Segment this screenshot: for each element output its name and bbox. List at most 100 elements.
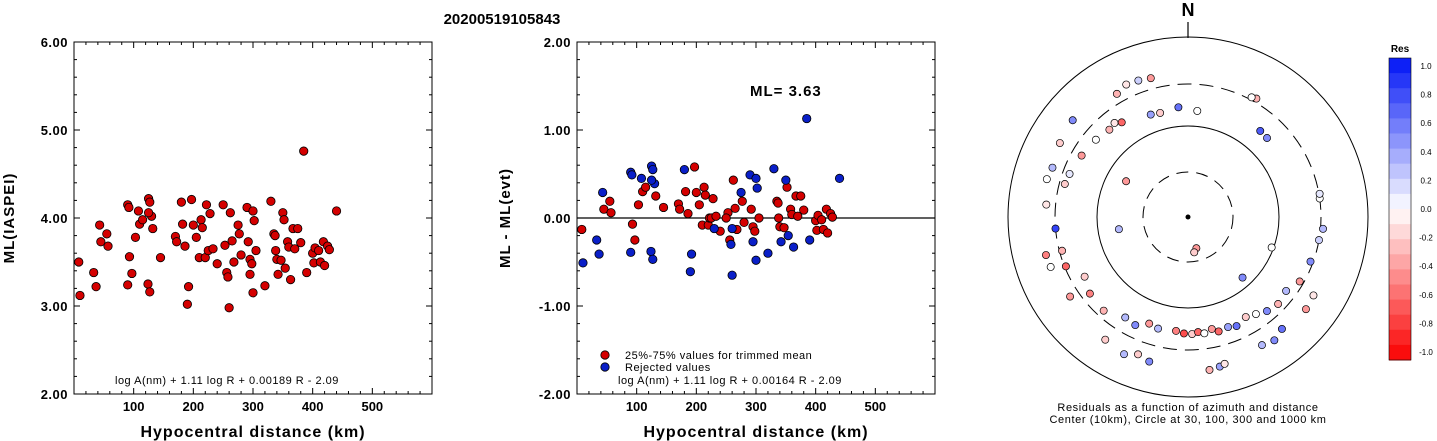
data-point: [148, 223, 158, 234]
station-residual-point: [1251, 310, 1260, 318]
data-point: [127, 268, 137, 279]
data-point: [143, 208, 154, 218]
data-point: [225, 208, 235, 218]
data-point: [212, 259, 222, 269]
data-point: [145, 197, 155, 207]
data-point: [627, 219, 638, 229]
data-point: [630, 235, 640, 245]
colorbar-cell: [1389, 163, 1411, 180]
data-point: [234, 229, 244, 239]
data-point: [138, 215, 148, 225]
data-point: [133, 206, 144, 216]
x-tick-label: 300: [745, 399, 767, 414]
colorbar-tick-label: 0.0: [1420, 205, 1432, 214]
x-tick-label: 300: [242, 399, 264, 414]
station-residual-point: [1105, 125, 1114, 134]
data-point: [802, 113, 812, 124]
station-residual-point: [1099, 306, 1108, 315]
data-point: [124, 252, 135, 262]
data-point: [776, 237, 786, 247]
station-residual-point: [1156, 108, 1165, 117]
data-point: [686, 249, 697, 259]
colorbar-tick-label: -0.4: [1419, 262, 1433, 271]
data-point: [248, 288, 258, 298]
station-residual-point: [1274, 300, 1283, 308]
station-residual-point: [1319, 224, 1327, 233]
data-point: [646, 246, 656, 257]
legend-rejected-marker: [600, 362, 610, 372]
data-point: [302, 267, 312, 278]
station-residual-point: [1110, 118, 1119, 127]
station-residual-point: [1121, 313, 1130, 322]
ring-30km: [1142, 171, 1234, 263]
station-residual-point: [1134, 350, 1142, 359]
station-residual-point: [1117, 118, 1126, 127]
station-residual-point: [1306, 257, 1315, 266]
data-point: [783, 231, 793, 241]
colorbar-tick-label: -0.6: [1419, 291, 1433, 300]
ring-1000km: [1007, 36, 1369, 398]
station-residual-point: [1146, 74, 1155, 83]
data-point: [124, 202, 134, 213]
data-point: [577, 224, 587, 235]
colorbar-tick-label: -0.2: [1419, 234, 1433, 243]
colorbar-cell: [1389, 284, 1411, 301]
data-point: [249, 216, 259, 226]
data-point: [172, 237, 182, 247]
station-residual-point: [1238, 273, 1247, 282]
data-point: [721, 213, 731, 223]
station-residual-point: [1277, 324, 1286, 333]
residual-colorbar: Res 1.0 0.8 0.6 0.4 0.2 0.0 -0.2 -0.4 -0.6 -0.8 -1…: [1388, 44, 1433, 361]
data-point: [155, 253, 166, 263]
left-x-ticks: 100 200 300 400 500: [85, 42, 421, 414]
data-point: [248, 206, 258, 216]
data-point: [123, 280, 133, 290]
data-point: [191, 232, 201, 242]
data-point: [689, 162, 700, 172]
left-y-ticks: 2.00 3.00 4.00 5.00 6.00: [41, 35, 432, 402]
y-tick-label: -1.00: [539, 299, 571, 314]
colorbar-cell: [1389, 58, 1411, 74]
middle-plot: -2.00 -1.00 0.00 1.00 2.00 100 200 300 400 500 M…: [497, 35, 936, 441]
polar-station-points: [1042, 74, 1327, 374]
data-point: [314, 245, 324, 256]
data-point: [186, 194, 197, 205]
data-point: [651, 191, 661, 201]
station-residual-point: [1134, 76, 1143, 85]
data-point: [578, 258, 588, 268]
data-point: [648, 254, 658, 264]
station-residual-point: [1042, 200, 1051, 209]
data-point: [727, 270, 737, 280]
data-point: [201, 200, 212, 210]
colorbar-cell: [1389, 254, 1411, 270]
station-residual-point: [1122, 177, 1131, 186]
data-point: [224, 303, 234, 313]
figure-title: 20200519105843: [444, 11, 561, 28]
data-point: [233, 220, 243, 230]
colorbar-cell: [1389, 193, 1411, 210]
data-point: [280, 263, 290, 273]
station-residual-point: [1179, 329, 1188, 338]
data-point: [751, 173, 761, 183]
station-residual-point: [1194, 328, 1203, 337]
data-point: [266, 196, 276, 206]
data-point: [182, 299, 192, 309]
station-residual-point: [1263, 307, 1271, 316]
data-point: [817, 215, 827, 225]
data-point: [793, 211, 803, 221]
data-point: [675, 204, 685, 214]
data-point: [276, 255, 286, 265]
data-point: [727, 223, 737, 234]
colorbar-cell: [1389, 133, 1411, 150]
station-residual-point: [1051, 224, 1060, 233]
data-point: [143, 279, 153, 289]
data-point: [220, 240, 230, 250]
data-point: [827, 212, 837, 222]
data-point: [746, 204, 756, 214]
station-residual-point: [1232, 322, 1241, 330]
ring-300km: [1054, 83, 1322, 351]
colorbar-tick-label: 1.0: [1420, 62, 1432, 71]
colorbar-frame: [1388, 57, 1412, 361]
ring-100km: [1096, 125, 1280, 309]
station-residual-point: [1061, 262, 1070, 271]
